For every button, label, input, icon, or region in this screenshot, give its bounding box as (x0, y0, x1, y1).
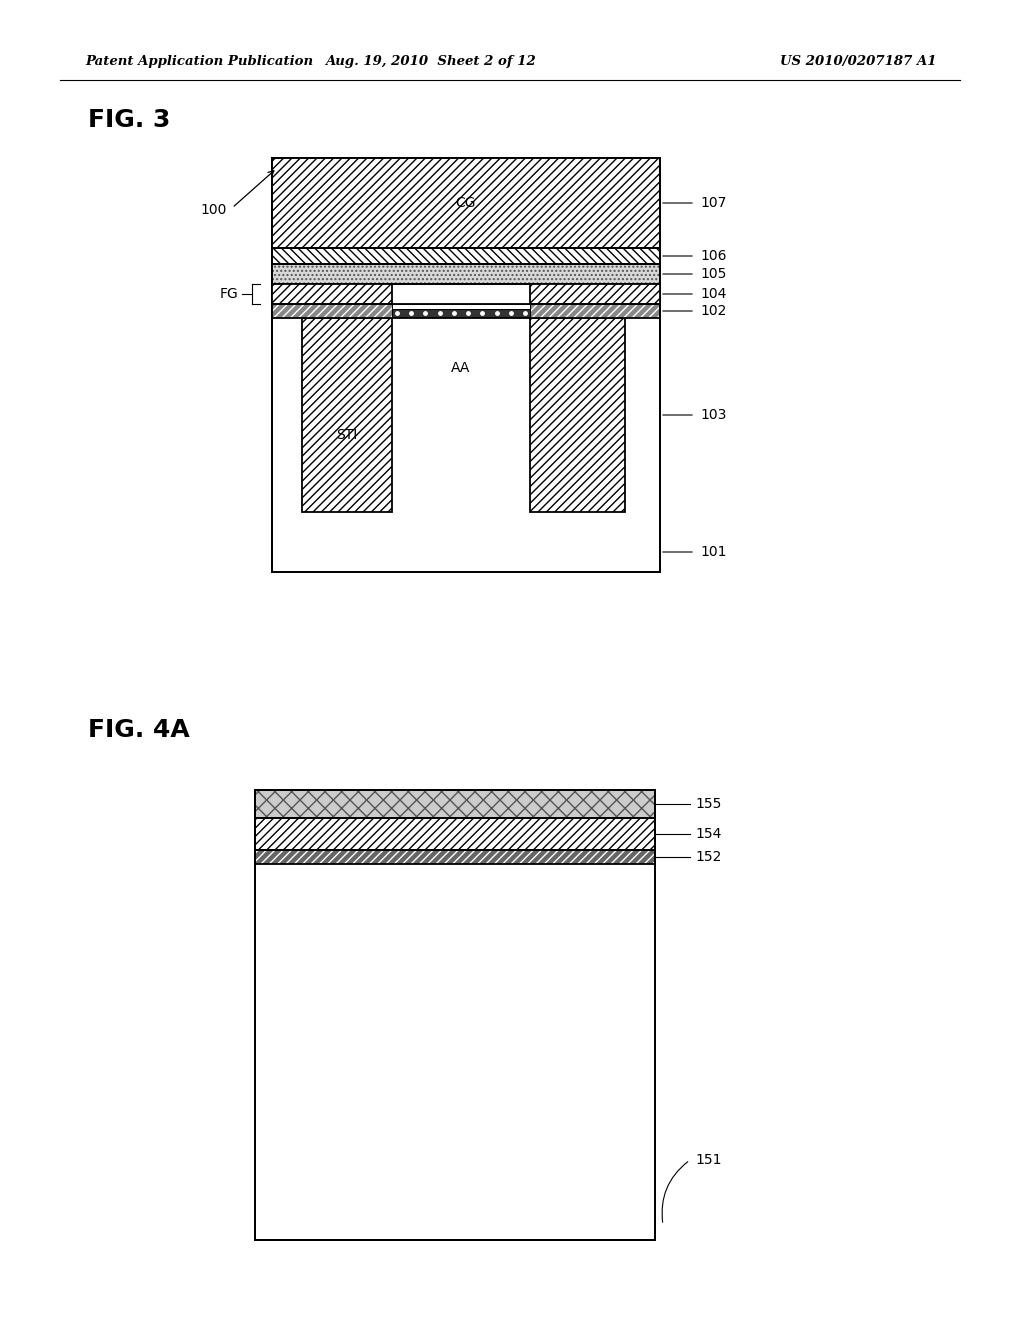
Bar (255, 789, 655, 1239)
Text: US 2010/0207187 A1: US 2010/0207187 A1 (780, 55, 937, 69)
Bar (272, 248, 660, 264)
Bar (255, 789, 655, 1239)
Bar (272, 264, 660, 284)
Bar (530, 318, 625, 512)
Bar (272, 248, 660, 264)
Bar (255, 818, 655, 850)
Bar (530, 284, 660, 304)
Bar (255, 850, 655, 865)
Bar (272, 158, 660, 248)
Bar (272, 158, 660, 248)
Text: 103: 103 (700, 408, 726, 422)
Bar (272, 284, 392, 304)
Bar (272, 304, 660, 318)
Text: 112: 112 (332, 309, 354, 322)
Bar (302, 318, 392, 512)
Text: AA: AA (452, 360, 471, 375)
Bar (255, 789, 655, 818)
Text: FIG. 3: FIG. 3 (88, 108, 170, 132)
Bar (272, 264, 660, 284)
Bar (272, 158, 660, 248)
Bar (302, 318, 392, 512)
Bar (272, 304, 660, 318)
Bar (272, 158, 660, 572)
Text: 102: 102 (700, 304, 726, 318)
Text: Aug. 19, 2010  Sheet 2 of 12: Aug. 19, 2010 Sheet 2 of 12 (325, 55, 536, 69)
Text: 151: 151 (695, 1152, 722, 1167)
Bar (272, 158, 660, 572)
Text: 106: 106 (700, 249, 726, 263)
Bar (392, 318, 530, 512)
Text: 107: 107 (700, 195, 726, 210)
Text: 152: 152 (695, 850, 721, 865)
Text: 113: 113 (332, 288, 354, 301)
Text: 101: 101 (700, 545, 726, 558)
Bar (302, 318, 392, 512)
Bar (272, 248, 660, 264)
Bar (272, 304, 660, 318)
Text: 154: 154 (695, 828, 721, 841)
Text: 155: 155 (695, 797, 721, 810)
Text: 104: 104 (700, 286, 726, 301)
Bar (272, 264, 660, 284)
Bar (392, 304, 530, 309)
Text: FIG. 4A: FIG. 4A (88, 718, 189, 742)
Text: Patent Application Publication: Patent Application Publication (85, 55, 313, 69)
Text: EOT: EOT (520, 304, 544, 317)
Bar (272, 284, 392, 304)
Bar (392, 309, 530, 317)
Bar (530, 284, 660, 304)
Text: 105: 105 (700, 267, 726, 281)
Bar (255, 850, 655, 865)
Bar (255, 818, 655, 850)
Bar (255, 789, 655, 818)
Text: STI: STI (336, 428, 357, 442)
Bar (530, 318, 625, 512)
Text: 100: 100 (201, 203, 227, 216)
Bar (255, 850, 655, 865)
Text: CG: CG (456, 195, 476, 210)
Text: FG: FG (219, 286, 238, 301)
Bar (255, 789, 655, 818)
Bar (255, 818, 655, 850)
Bar (530, 318, 625, 512)
